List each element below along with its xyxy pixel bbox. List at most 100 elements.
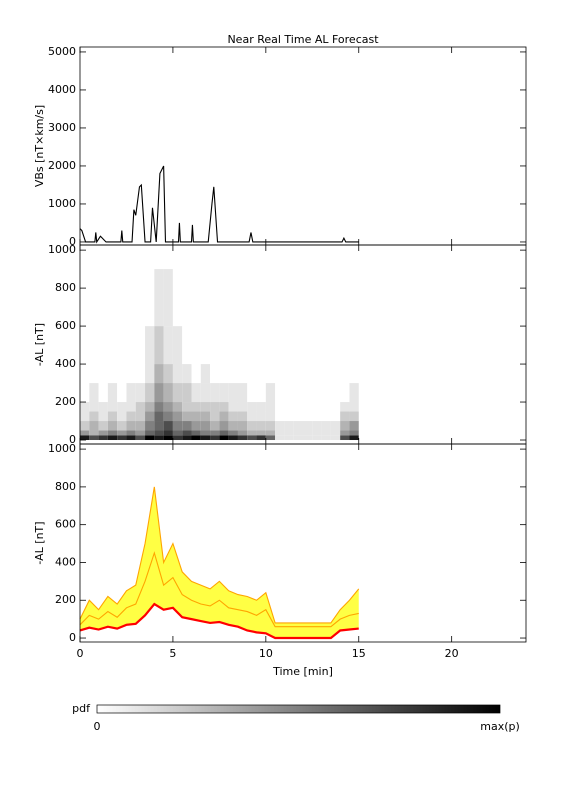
heat-cell bbox=[210, 269, 220, 327]
heat-cell bbox=[80, 421, 90, 431]
heat-cell bbox=[163, 430, 173, 436]
heat-cell bbox=[284, 430, 294, 436]
heat-cell bbox=[256, 421, 266, 431]
band-fill bbox=[80, 486, 359, 639]
heat-cell bbox=[163, 326, 173, 365]
y-tick-label: 1000 bbox=[48, 442, 76, 455]
heat-cell bbox=[117, 269, 127, 327]
heat-cell bbox=[303, 421, 313, 431]
heat-cell bbox=[349, 326, 359, 365]
heat-cell bbox=[275, 269, 285, 327]
heat-cell bbox=[191, 421, 201, 431]
heat-cell bbox=[247, 383, 257, 403]
heat-cell bbox=[182, 383, 192, 403]
heat-cell bbox=[340, 411, 350, 422]
heat-cell bbox=[107, 402, 118, 412]
heat-cell bbox=[247, 430, 257, 436]
heat-cell bbox=[135, 269, 146, 327]
y-tick-label: 200 bbox=[55, 395, 76, 408]
heat-cell bbox=[210, 411, 220, 422]
heat-cell bbox=[154, 430, 164, 436]
heat-cell bbox=[172, 421, 183, 431]
heat-cell bbox=[89, 421, 99, 431]
heat-cell bbox=[191, 269, 201, 327]
heat-cell bbox=[126, 430, 136, 436]
heat-cell bbox=[126, 383, 136, 403]
heat-cell bbox=[349, 402, 359, 412]
heat-cell bbox=[247, 364, 257, 384]
heat-cell bbox=[126, 326, 136, 365]
heat-cell bbox=[89, 364, 99, 384]
heat-cell bbox=[265, 326, 276, 365]
y-tick-label: 0 bbox=[69, 631, 76, 644]
heat-cell bbox=[210, 402, 220, 412]
heat-cell bbox=[117, 402, 127, 412]
heat-cell bbox=[237, 383, 248, 403]
heat-cell bbox=[182, 411, 192, 422]
heat-cell bbox=[126, 421, 136, 431]
heat-cell bbox=[256, 411, 266, 422]
heat-cell bbox=[303, 364, 313, 384]
heat-cell bbox=[98, 326, 108, 365]
heat-cell bbox=[80, 326, 90, 365]
heat-cell bbox=[89, 402, 99, 412]
heat-cell bbox=[247, 421, 257, 431]
heat-cell bbox=[200, 411, 211, 422]
heat-cell bbox=[145, 364, 155, 384]
heat-cell bbox=[349, 430, 359, 436]
heat-cell bbox=[98, 411, 108, 422]
heat-cell bbox=[154, 411, 164, 422]
heat-cell bbox=[293, 435, 303, 441]
heat-cell bbox=[293, 411, 303, 422]
heat-cell bbox=[284, 269, 294, 327]
heat-cell bbox=[228, 411, 238, 422]
colorbar bbox=[96, 704, 501, 714]
heat-cell bbox=[228, 421, 238, 431]
x-tick-label: 5 bbox=[169, 647, 176, 660]
heat-cell bbox=[135, 326, 146, 365]
heat-cell bbox=[163, 402, 173, 412]
heat-cell bbox=[154, 364, 164, 384]
heat-cell bbox=[154, 435, 164, 441]
heat-cell bbox=[349, 269, 359, 327]
heat-cell bbox=[247, 269, 257, 327]
x-tick-label: 20 bbox=[445, 647, 459, 660]
heat-cell bbox=[256, 269, 266, 327]
x-tick-label: 10 bbox=[259, 647, 273, 660]
heat-cell bbox=[126, 411, 136, 422]
heat-cell bbox=[293, 383, 303, 403]
heat-cell bbox=[284, 326, 294, 365]
heat-cell bbox=[107, 269, 118, 327]
heat-cell bbox=[312, 269, 322, 327]
heat-cell bbox=[210, 421, 220, 431]
heat-cell bbox=[210, 430, 220, 436]
heat-cell bbox=[265, 430, 276, 436]
heat-cell bbox=[210, 364, 220, 384]
heat-cell bbox=[135, 421, 146, 431]
heat-cell bbox=[191, 411, 201, 422]
heat-cell bbox=[265, 383, 276, 403]
heat-cell bbox=[107, 364, 118, 384]
heat-cell bbox=[265, 364, 276, 384]
heat-cell bbox=[349, 383, 359, 403]
heat-cell bbox=[172, 411, 183, 422]
heat-cell bbox=[265, 402, 276, 412]
heat-cell bbox=[80, 364, 90, 384]
heat-cell bbox=[89, 383, 99, 403]
heat-cell bbox=[98, 402, 108, 412]
heat-cell bbox=[145, 383, 155, 403]
heat-cell bbox=[247, 326, 257, 365]
heat-cell bbox=[126, 364, 136, 384]
heat-cell bbox=[237, 411, 248, 422]
heat-cell bbox=[284, 421, 294, 431]
y-tick-label: 600 bbox=[55, 518, 76, 531]
heat-cell bbox=[219, 421, 229, 431]
heat-cell bbox=[200, 364, 211, 384]
y-tick-label: 400 bbox=[55, 555, 76, 568]
heat-cell bbox=[293, 326, 303, 365]
heat-cell bbox=[330, 421, 341, 431]
y-axis-label: VBs [nT×km/s] bbox=[33, 105, 46, 187]
heat-cell bbox=[80, 402, 90, 412]
heat-cell bbox=[98, 383, 108, 403]
heat-cell bbox=[219, 402, 229, 412]
